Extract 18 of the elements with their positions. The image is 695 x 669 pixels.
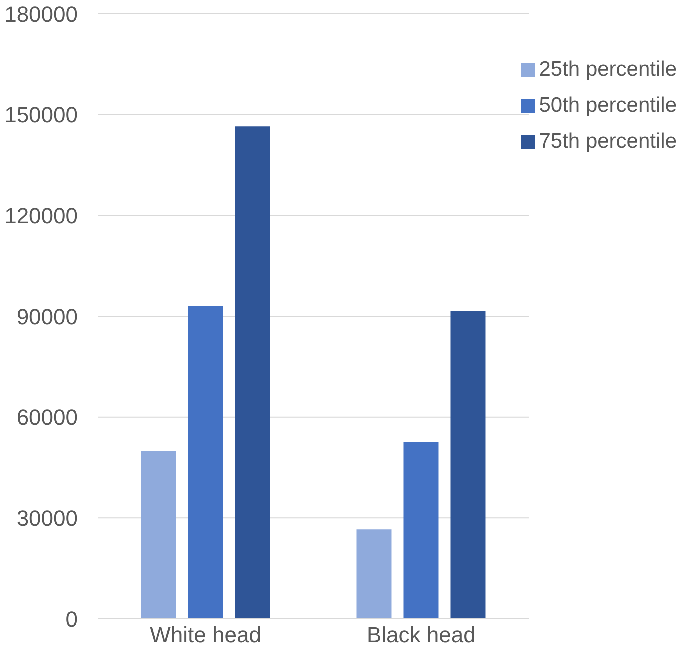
bar — [188, 306, 224, 619]
bar — [450, 311, 486, 619]
legend-label: 25th percentile — [539, 58, 677, 81]
y-tick-label: 120000 — [4, 203, 78, 228]
y-tick-label: 90000 — [16, 304, 78, 330]
bar — [235, 126, 270, 619]
bar — [356, 530, 392, 619]
x-tick-label: Black head — [366, 622, 476, 648]
bar — [404, 442, 439, 619]
y-tick-label: 0 — [66, 606, 78, 632]
legend-label: 50th percentile — [539, 94, 677, 117]
y-tick-label: 30000 — [16, 506, 78, 531]
y-tick-label: 180000 — [4, 2, 78, 27]
bar — [141, 450, 176, 619]
x-tick-label: White head — [150, 622, 262, 648]
legend-label: 75th percentile — [539, 130, 677, 153]
y-tick-label: 150000 — [4, 102, 78, 128]
y-tick-label: 60000 — [16, 405, 78, 430]
